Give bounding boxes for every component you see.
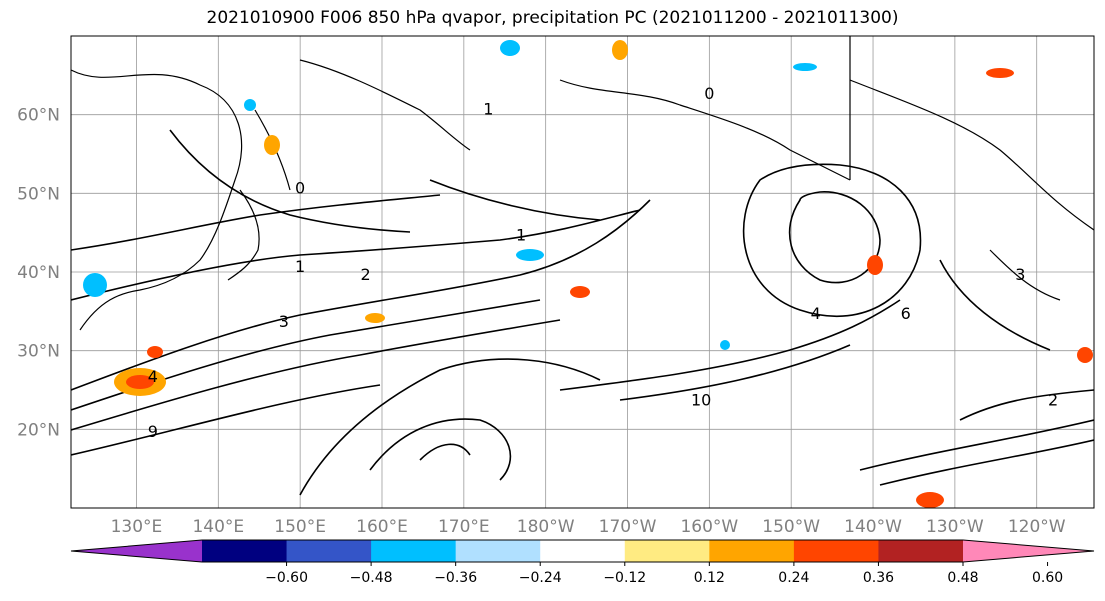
longitude-axis: 130°E 140°E 150°E 160°E 170°E 180°W 170°W 160°W…	[111, 517, 1066, 537]
colorbar-tick-label: 0.60	[1032, 570, 1063, 586]
contour-value-label: 1	[516, 226, 526, 245]
colorbar-segment	[793, 540, 879, 562]
colorbar-outline	[70, 539, 1095, 563]
longitude-tick-label: 180°W	[517, 517, 575, 537]
precipitation-shading	[83, 40, 1093, 508]
longitude-tick-label: 120°W	[1008, 517, 1066, 537]
longitude-tick-label: 170°W	[599, 517, 657, 537]
colorbar-tick-label: −0.48	[350, 570, 393, 586]
latitude-tick-label: 30°N	[17, 342, 60, 362]
contour-value-label: 1	[483, 100, 493, 119]
contour-value-label: 0	[704, 84, 714, 103]
latitude-tick-label: 20°N	[17, 420, 60, 440]
contour-labels: 1 1 2 3 4 9 4 6 10 3 2 0 0 1	[148, 84, 1058, 441]
longitude-tick-label: 150°W	[762, 517, 820, 537]
colorbar-segment	[455, 540, 541, 562]
qvapor-contours	[71, 129, 1094, 496]
contour-value-label: 2	[1048, 391, 1058, 410]
contour-value-label: 4	[148, 367, 158, 386]
colorbar-tick-label: 0.36	[863, 570, 894, 586]
contour-value-label: 0	[295, 178, 305, 197]
colorbar-segment	[624, 540, 710, 562]
contour-value-label: 4	[811, 304, 821, 323]
longitude-tick-label: 170°E	[438, 517, 490, 537]
colorbar-extend-low	[71, 540, 202, 562]
colorbar-extend-high	[963, 540, 1094, 562]
contour-value-label: 6	[901, 304, 911, 323]
longitude-tick-label: 130°W	[926, 517, 984, 537]
longitude-tick-label: 140°E	[192, 517, 244, 537]
map-gridlines	[71, 36, 1094, 508]
colorbar-tick-label: 0.48	[947, 570, 978, 586]
contour-value-label: 1	[295, 257, 305, 276]
colorbar-tick-label: −0.36	[434, 570, 477, 586]
colorbar-segment	[709, 540, 795, 562]
colorbar-tick-label: 0.12	[694, 570, 725, 586]
longitude-tick-label: 150°E	[274, 517, 326, 537]
latitude-tick-label: 60°N	[17, 106, 60, 126]
colorbar-segment	[286, 540, 372, 562]
colorbar: −0.60 −0.48 −0.36 −0.24 −0.12 0.12 0.24 0.36 0.4…	[70, 539, 1095, 586]
longitude-tick-label: 160°E	[356, 517, 408, 537]
latitude-tick-label: 50°N	[17, 184, 60, 204]
colorbar-tick-label: −0.60	[265, 570, 308, 586]
contour-value-label: 2	[361, 265, 371, 284]
colorbar-tick-label: 0.24	[778, 570, 809, 586]
map-plot-area: 1 1 2 3 4 9 4 6 10 3 2 0 0 1	[70, 35, 1095, 509]
colorbar-segment	[371, 540, 457, 562]
longitude-tick-label: 140°W	[844, 517, 902, 537]
map-title: 2021010900 F006 850 hPa qvapor, precipit…	[206, 8, 899, 28]
contour-value-label: 9	[148, 422, 158, 441]
contour-value-label: 3	[1015, 265, 1025, 284]
colorbar-segment	[878, 540, 964, 562]
colorbar-tick-label: −0.24	[519, 570, 562, 586]
contour-value-label: 10	[691, 391, 711, 410]
longitude-tick-label: 160°W	[680, 517, 738, 537]
longitude-tick-label: 130°E	[111, 517, 163, 537]
coastlines	[71, 36, 1094, 331]
latitude-axis: 60°N 50°N 40°N 30°N 20°N	[17, 106, 60, 441]
colorbar-tick-label: −0.12	[603, 570, 646, 586]
contour-value-label: 3	[279, 312, 289, 331]
latitude-tick-label: 40°N	[17, 263, 60, 283]
colorbar-segment	[202, 540, 288, 562]
colorbar-segment	[540, 540, 626, 562]
